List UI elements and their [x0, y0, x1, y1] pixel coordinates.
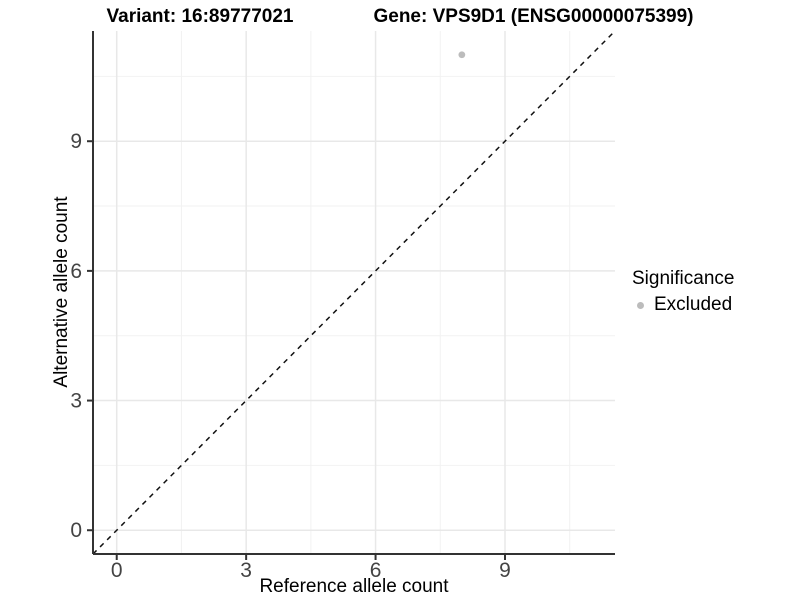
legend: Significance Excluded — [632, 266, 734, 318]
x-tick-label: 9 — [499, 559, 511, 582]
legend-item-excluded: Excluded — [632, 292, 734, 318]
y-tick-label: 6 — [70, 260, 82, 283]
data-point — [458, 51, 466, 59]
plot-panel: 0 3 6 9 0 3 6 9 — [70, 30, 616, 582]
x-tick-label: 6 — [370, 559, 382, 582]
x-tick-label: 3 — [240, 559, 252, 582]
plot-title-variant: Variant: 16:89777021 — [106, 6, 294, 27]
legend-item-label: Excluded — [654, 294, 733, 315]
identity-line — [92, 30, 616, 555]
legend-point-icon — [637, 301, 644, 309]
legend-title: Significance — [632, 268, 735, 289]
y-tick-label: 9 — [70, 130, 82, 153]
x-tick-label: 0 — [111, 559, 123, 582]
plot-title-gene: Gene: VPS9D1 (ENSG00000075399) — [373, 6, 694, 27]
plot-title: Variant: 16:89777021 Gene: VPS9D1 (ENSG0… — [0, 5, 800, 29]
y-tick-label: 0 — [70, 519, 82, 542]
x-axis-title: Reference allele count — [259, 576, 449, 597]
y-tick-label: 3 — [70, 390, 82, 413]
y-axis-title: Alternative allele count — [51, 196, 72, 388]
